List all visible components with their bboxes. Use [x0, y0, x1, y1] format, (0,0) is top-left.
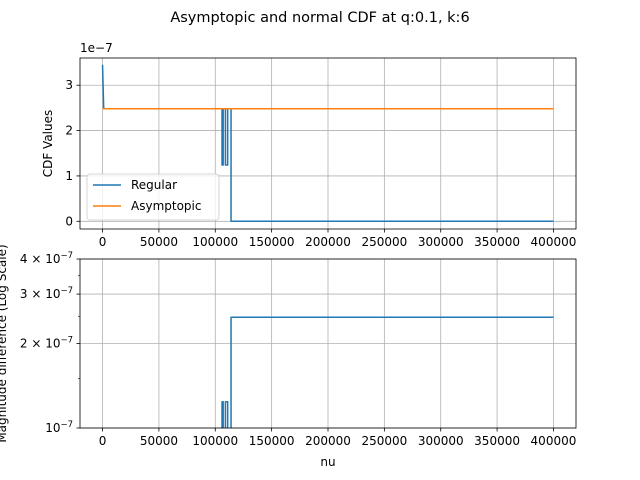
x-tick-label: 300000 [418, 434, 464, 448]
x-tick-label: 200000 [305, 434, 351, 448]
x-tick-label: 350000 [474, 434, 520, 448]
x-tick-label: 0 [99, 434, 107, 448]
x-tick-label: 300000 [418, 235, 464, 249]
legend-entry: Regular [131, 178, 177, 192]
y-tick-label: 3 [65, 78, 73, 92]
x-tick-label: 150000 [249, 434, 295, 448]
x-tick-label: 400000 [531, 235, 577, 249]
x-tick-label: 150000 [249, 235, 295, 249]
figure-title: Asymptopic and normal CDF at q:0.1, k:6 [170, 10, 469, 26]
x-tick-label: 100000 [192, 434, 238, 448]
y-tick-label: 4 × 10−7 [20, 251, 73, 266]
series-line-difference [221, 316, 554, 428]
x-tick-label: 50000 [140, 235, 178, 249]
legend-entry: Asymptopic [131, 199, 201, 213]
x-axis-label: nu [320, 455, 335, 469]
x-tick-label: 250000 [361, 235, 407, 249]
legend: Regular Asymptopic [86, 173, 220, 221]
bottom-subplot: 0 50000 100000 150000 200000 250000 300000 3500… [0, 244, 577, 469]
y-tick-label: 2 × 10−7 [20, 336, 73, 351]
x-tick-label: 350000 [474, 235, 520, 249]
x-tick-label: 100000 [192, 235, 238, 249]
y-axis-label: CDF Values [41, 110, 55, 178]
x-tick-label: 50000 [140, 434, 178, 448]
y-tick-label: 0 [65, 214, 73, 228]
y-axis-label: Magnitude difference (Log Scale) [0, 244, 9, 442]
y-offset-text: 1e−7 [80, 41, 113, 55]
y-tick-label: 1 [65, 169, 73, 183]
x-tick-label: 200000 [305, 235, 351, 249]
y-tick-label: 3 × 10−7 [20, 286, 73, 301]
x-tick-label: 400000 [531, 434, 577, 448]
x-tick-label: 250000 [361, 434, 407, 448]
top-subplot: 0 50000 100000 150000 200000 250000 300000 3500… [41, 41, 577, 249]
y-tick-label: 2 [65, 124, 73, 138]
x-tick-label: 0 [99, 235, 107, 249]
